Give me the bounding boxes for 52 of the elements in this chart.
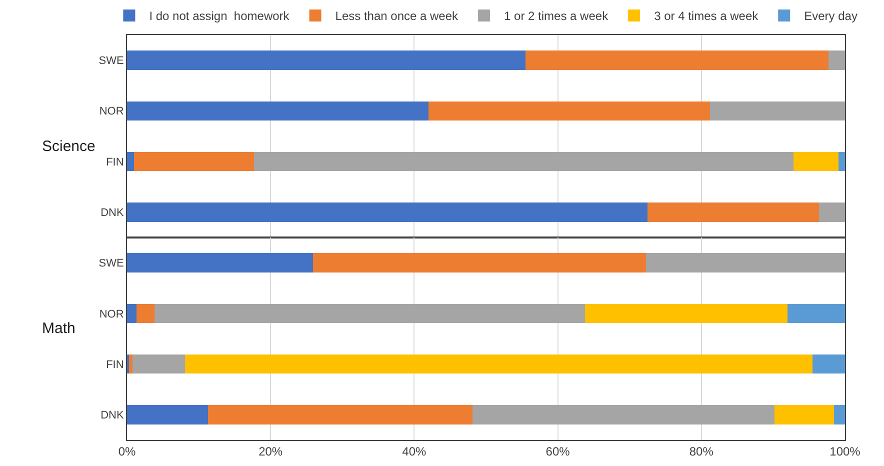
bar [828, 50, 845, 70]
legend-label: I do not assign homework [149, 9, 290, 24]
legend-label: Every day [804, 9, 858, 24]
bar [154, 304, 586, 324]
y-tick-label: FIN [106, 156, 124, 168]
x-tick-label: 40% [402, 444, 427, 458]
bar [127, 152, 134, 172]
bar [819, 202, 845, 222]
x-tick-label: 80% [689, 444, 714, 458]
y-tick-label: SWE [98, 55, 124, 68]
y-tick-label: NOR [99, 308, 124, 320]
legend-label: 1 or 2 times a week [504, 9, 610, 24]
bar [127, 50, 526, 70]
x-tick-label: 100% [830, 444, 861, 458]
bar [585, 304, 788, 324]
x-tick-label: 20% [258, 444, 283, 458]
y-axis-title: Math [42, 320, 76, 337]
bar [428, 101, 710, 120]
bar [472, 405, 775, 424]
x-tick-label: 60% [546, 444, 570, 458]
bar [208, 405, 472, 424]
bar [774, 405, 834, 424]
bar [834, 405, 845, 424]
bar [254, 152, 794, 172]
bar [838, 152, 845, 172]
y-tick-label: DNK [100, 206, 124, 219]
bar [132, 354, 186, 374]
bar [812, 354, 845, 374]
bar [710, 101, 845, 120]
bar [127, 304, 136, 324]
y-axis-title: Science [42, 138, 96, 155]
bar [648, 202, 820, 222]
bar [646, 253, 845, 272]
y-tick-label: DNK [100, 410, 124, 422]
legend-label: Less than once a week [335, 9, 460, 24]
y-tick-label: NOR [99, 106, 124, 118]
bar [127, 101, 429, 120]
bar [185, 354, 813, 374]
bar [312, 253, 646, 272]
bar [525, 50, 828, 70]
bar [129, 354, 133, 374]
legend-label: 3 or 4 times a week [654, 9, 760, 24]
y-tick-label: FIN [106, 358, 124, 371]
bar [127, 202, 648, 222]
x-tick-label: 0% [118, 444, 136, 458]
bar [134, 152, 254, 172]
bar [136, 304, 154, 324]
bar [788, 304, 845, 324]
bar [127, 405, 208, 424]
bar [793, 152, 839, 172]
bar [127, 253, 313, 272]
y-tick-label: SWE [98, 258, 124, 270]
